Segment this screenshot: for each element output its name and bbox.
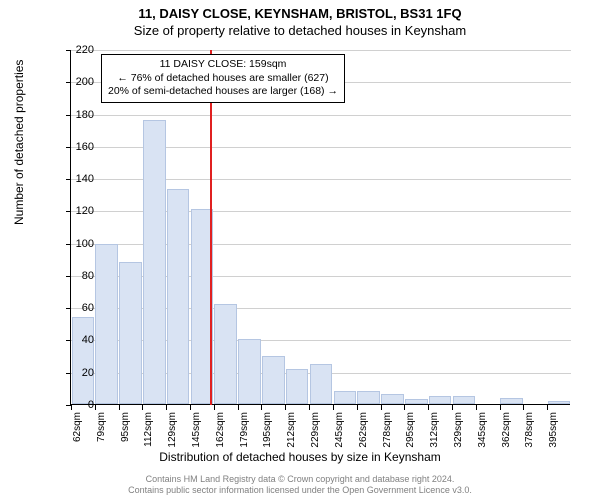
chart-plot-area: 11 DAISY CLOSE: 159sqm← 76% of detached … <box>70 50 570 405</box>
ytick-label: 40 <box>54 334 94 346</box>
ytick-label: 220 <box>54 44 94 56</box>
ytick-label: 100 <box>54 238 94 250</box>
xtick-mark <box>119 405 120 410</box>
xtick-label: 278sqm <box>382 412 393 462</box>
xtick-label: 362sqm <box>501 412 512 462</box>
xtick-mark <box>357 405 358 410</box>
ytick-label: 60 <box>54 302 94 314</box>
xtick-label: 129sqm <box>167 412 178 462</box>
annot-line2: ← 76% of detached houses are smaller (62… <box>108 72 338 86</box>
xtick-mark <box>309 405 310 410</box>
xtick-mark <box>190 405 191 410</box>
address-title: 11, DAISY CLOSE, KEYNSHAM, BRISTOL, BS31… <box>0 0 600 21</box>
histogram-bar <box>119 262 142 404</box>
histogram-bar <box>500 398 523 404</box>
histogram-bar <box>381 394 404 404</box>
xtick-label: 112sqm <box>143 412 154 462</box>
xtick-label: 179sqm <box>239 412 250 462</box>
annotation-box: 11 DAISY CLOSE: 159sqm← 76% of detached … <box>101 54 345 103</box>
xtick-label: 262sqm <box>358 412 369 462</box>
histogram-bar <box>214 304 237 404</box>
xtick-label: 145sqm <box>191 412 202 462</box>
xtick-mark <box>95 405 96 410</box>
xtick-mark <box>214 405 215 410</box>
xtick-mark <box>142 405 143 410</box>
xtick-mark <box>333 405 334 410</box>
xtick-mark <box>261 405 262 410</box>
annot-line1: 11 DAISY CLOSE: 159sqm <box>108 58 338 72</box>
xtick-label: 395sqm <box>548 412 559 462</box>
xtick-label: 312sqm <box>429 412 440 462</box>
xtick-mark <box>476 405 477 410</box>
reference-line <box>210 50 212 405</box>
histogram-bar <box>286 369 309 405</box>
ytick-label: 180 <box>54 109 94 121</box>
xtick-mark <box>523 405 524 410</box>
xtick-label: 378sqm <box>524 412 535 462</box>
ytick-label: 200 <box>54 76 94 88</box>
xtick-label: 329sqm <box>453 412 464 462</box>
ytick-label: 0 <box>54 399 94 411</box>
histogram-bar <box>453 396 476 404</box>
xtick-label: 79sqm <box>96 412 107 462</box>
xtick-label: 62sqm <box>72 412 83 462</box>
xtick-label: 229sqm <box>310 412 321 462</box>
subtitle: Size of property relative to detached ho… <box>0 21 600 42</box>
xtick-mark <box>452 405 453 410</box>
xtick-label: 212sqm <box>286 412 297 462</box>
histogram-bar <box>357 391 380 404</box>
histogram-bar <box>548 401 571 404</box>
histogram-bar <box>405 399 428 404</box>
annot-line3: 20% of semi-detached houses are larger (… <box>108 85 338 99</box>
ytick-label: 120 <box>54 205 94 217</box>
xtick-label: 195sqm <box>262 412 273 462</box>
y-axis-label: Number of detached properties <box>12 60 26 225</box>
histogram-bar <box>72 317 95 404</box>
gridline <box>71 115 571 116</box>
histogram-bar <box>310 364 333 404</box>
xtick-mark <box>404 405 405 410</box>
xtick-mark <box>285 405 286 410</box>
histogram-bar <box>238 339 261 404</box>
xtick-label: 162sqm <box>215 412 226 462</box>
ytick-label: 140 <box>54 173 94 185</box>
histogram-bar <box>334 391 357 404</box>
ytick-label: 160 <box>54 141 94 153</box>
histogram-bar <box>262 356 285 404</box>
histogram-bar <box>167 189 190 404</box>
xtick-mark <box>166 405 167 410</box>
histogram-bar <box>143 120 166 404</box>
xtick-mark <box>238 405 239 410</box>
ytick-label: 20 <box>54 367 94 379</box>
footer-line2: Contains public sector information licen… <box>0 485 600 496</box>
xtick-label: 295sqm <box>405 412 416 462</box>
xtick-label: 95sqm <box>120 412 131 462</box>
xtick-label: 245sqm <box>334 412 345 462</box>
ytick-label: 80 <box>54 270 94 282</box>
footer-line1: Contains HM Land Registry data © Crown c… <box>0 474 600 485</box>
gridline <box>71 50 571 51</box>
histogram-bar <box>95 244 118 404</box>
xtick-mark <box>381 405 382 410</box>
footer-attribution: Contains HM Land Registry data © Crown c… <box>0 474 600 496</box>
xtick-label: 345sqm <box>477 412 488 462</box>
xtick-mark <box>500 405 501 410</box>
histogram-bar <box>429 396 452 404</box>
xtick-mark <box>428 405 429 410</box>
xtick-mark <box>547 405 548 410</box>
